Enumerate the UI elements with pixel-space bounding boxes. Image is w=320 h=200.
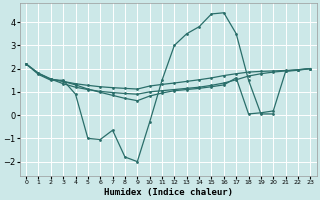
X-axis label: Humidex (Indice chaleur): Humidex (Indice chaleur) [104, 188, 233, 197]
